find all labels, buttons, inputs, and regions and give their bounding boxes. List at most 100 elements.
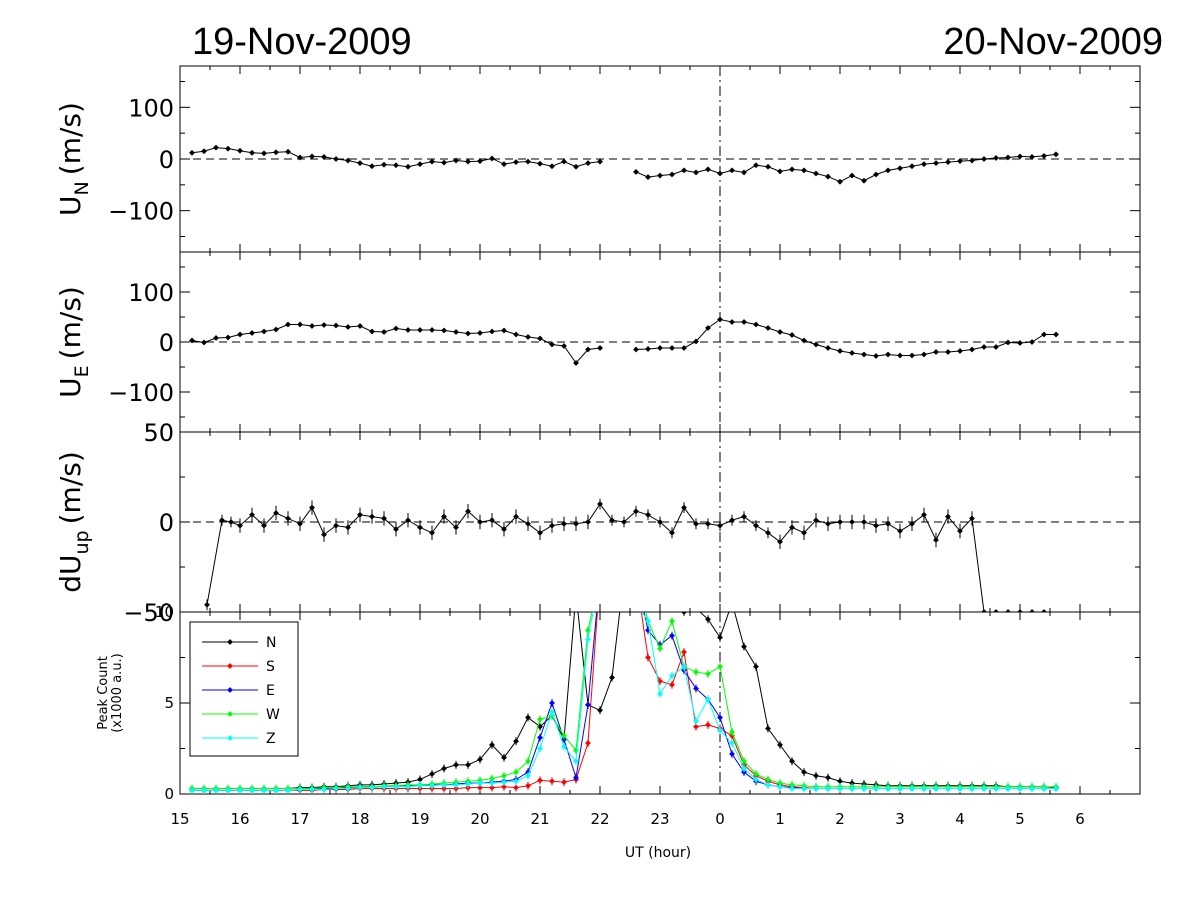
data-point — [441, 513, 447, 520]
point-E — [573, 774, 579, 781]
data-point — [789, 332, 795, 338]
panel-frame — [179, 611, 1141, 795]
data-point — [969, 515, 975, 522]
data-point — [537, 335, 543, 342]
y-label-main: U — [54, 195, 87, 216]
data-point — [357, 511, 363, 518]
x-tick-label: 4 — [955, 810, 965, 828]
data-point — [405, 163, 411, 170]
point-W — [669, 618, 675, 625]
panel-3: 50 0 −50 dUup (m/s) — [54, 419, 1141, 627]
data-point — [729, 319, 735, 325]
data-point — [1017, 340, 1023, 346]
data-point — [777, 538, 783, 545]
point-N — [574, 591, 579, 596]
point-Z — [789, 785, 795, 792]
data-point — [225, 334, 231, 341]
data-point — [909, 520, 915, 527]
point-Z — [598, 573, 603, 578]
point-S — [489, 784, 495, 791]
data-point — [513, 159, 519, 166]
x-tick-label: 17 — [290, 810, 309, 828]
y-label-unit: (m/s) — [54, 102, 87, 175]
data-point — [477, 330, 483, 336]
x-tick-label: 2 — [835, 810, 845, 828]
data-point — [237, 147, 243, 154]
data-point — [501, 526, 507, 533]
data-point — [453, 329, 459, 335]
data-point — [1029, 609, 1035, 612]
point-N — [609, 674, 615, 681]
data-point — [849, 350, 855, 356]
data-point — [813, 341, 819, 348]
point-Z — [189, 787, 195, 794]
y-tick-label: 0 — [159, 509, 174, 537]
point-Z — [945, 785, 951, 792]
point-E — [669, 632, 675, 639]
panel-data — [189, 573, 1059, 794]
data-point — [1029, 339, 1035, 345]
point-N — [597, 707, 603, 714]
point-Z — [261, 787, 267, 794]
data-point — [693, 520, 699, 527]
point-Z — [705, 696, 711, 703]
data-point — [861, 177, 867, 184]
data-point — [657, 345, 663, 351]
data-point — [273, 510, 279, 516]
x-tick-label: 16 — [230, 810, 249, 828]
data-point — [957, 528, 963, 534]
data-point — [813, 517, 819, 524]
data-point — [885, 351, 891, 358]
data-point — [993, 155, 999, 161]
y-axis-label: UE (m/s) — [54, 286, 93, 398]
data-point — [381, 515, 387, 522]
point-Z — [501, 779, 507, 786]
data-point — [729, 517, 735, 524]
point-Z — [622, 573, 627, 578]
point-N — [441, 765, 447, 772]
data-point — [969, 157, 975, 164]
legend-label-W: W — [266, 707, 280, 723]
data-point — [465, 330, 471, 337]
data-point — [1005, 609, 1011, 612]
point-Z — [610, 573, 615, 578]
point-Z — [213, 787, 219, 794]
data-point — [645, 511, 651, 518]
panel-1: 100 0 −100 UN (m/s) — [54, 65, 1141, 253]
point-N — [694, 606, 699, 611]
data-point — [204, 601, 210, 608]
point-Z — [537, 745, 543, 752]
point-S — [501, 783, 507, 790]
point-W — [717, 663, 723, 670]
point-Z — [297, 786, 303, 793]
y-tick-label: −100 — [108, 198, 174, 226]
panel-2: 100 0 −100 UE (m/s) — [54, 251, 1141, 433]
y-axis-label: UN (m/s) — [54, 102, 93, 216]
y-label-subscript: N — [71, 181, 93, 195]
point-N — [453, 761, 459, 768]
y-axis-label-line: (x1000 a.u.) — [110, 653, 125, 733]
point-Z — [969, 785, 975, 792]
point-Z — [465, 781, 471, 787]
data-point — [801, 529, 807, 536]
data-point — [909, 163, 915, 170]
point-Z — [345, 785, 351, 792]
point-W — [598, 573, 603, 578]
y-label-unit: (m/s) — [54, 451, 87, 524]
point-E — [622, 573, 627, 578]
data-point — [213, 144, 219, 151]
data-line — [635, 153, 1057, 183]
data-point — [981, 609, 987, 612]
point-Z — [645, 618, 651, 625]
point-Z — [549, 709, 555, 716]
data-point — [201, 148, 207, 155]
data-point — [285, 515, 291, 522]
point-Z — [357, 784, 363, 791]
data-point — [573, 163, 579, 170]
data-point — [957, 158, 963, 164]
data-point — [753, 321, 759, 328]
x-tick-label: 1 — [775, 810, 785, 828]
data-point — [249, 511, 255, 518]
